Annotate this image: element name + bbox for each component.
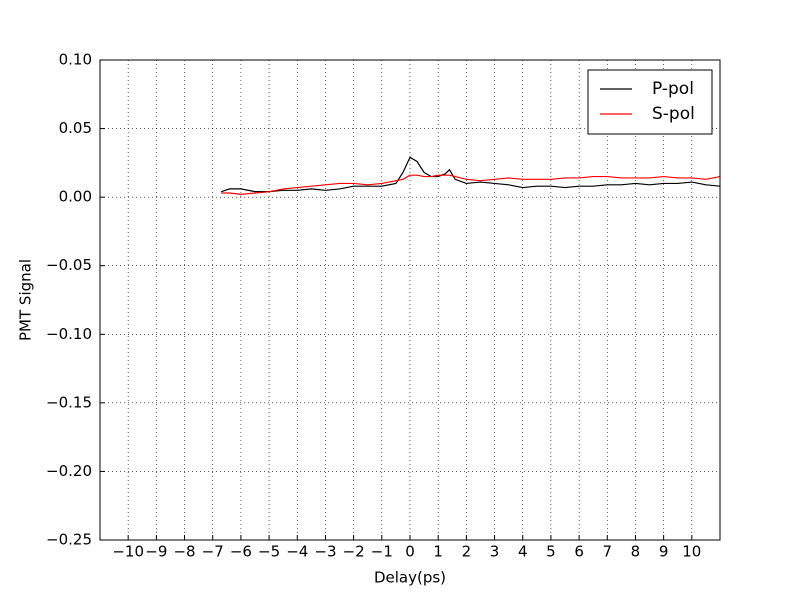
x-tick-label: −6 — [230, 543, 252, 561]
x-tick-label: 1 — [433, 543, 443, 561]
plot-frame — [99, 59, 721, 541]
x-tick-label: 6 — [574, 543, 584, 561]
series-line — [221, 174, 721, 196]
y-tick-label: −0.25 — [46, 531, 92, 549]
x-tick-label: −10 — [112, 543, 144, 561]
y-tick-label: −0.05 — [46, 256, 92, 274]
y-tick-label: 0.05 — [59, 119, 92, 137]
x-tick-label: 10 — [682, 543, 701, 561]
y-tick-label: 0.00 — [59, 188, 92, 206]
y-tick-label: 0.10 — [59, 51, 92, 69]
series-line — [220, 156, 721, 193]
x-tick-label: −1 — [371, 543, 393, 561]
x-tick-label: −2 — [343, 543, 365, 561]
y-tick-label: −0.15 — [46, 393, 92, 411]
x-tick-label: −9 — [145, 543, 167, 561]
x-tick-label: 2 — [462, 543, 472, 561]
x-tick-label: −3 — [314, 543, 336, 561]
x-tick-label: 4 — [518, 543, 528, 561]
x-tick-label: 0 — [405, 543, 415, 561]
x-axis-label: Delay(ps) — [374, 569, 446, 587]
x-tick-label: 9 — [659, 543, 669, 561]
x-tick-label: 3 — [490, 543, 500, 561]
x-tick-label: 8 — [631, 543, 641, 561]
legend-label: S-pol — [652, 104, 695, 124]
y-tick-label: −0.20 — [46, 462, 92, 480]
x-tick-label: −7 — [202, 543, 224, 561]
legend-box — [587, 69, 713, 135]
x-tick-label: −5 — [258, 543, 280, 561]
y-axis-label: PMT Signal — [17, 259, 35, 341]
legend-label: P-pol — [652, 79, 694, 99]
y-tick-label: −0.10 — [46, 325, 92, 343]
x-tick-label: −8 — [173, 543, 195, 561]
x-tick-label: −4 — [286, 543, 308, 561]
x-tick-label: 7 — [602, 543, 612, 561]
x-tick-label: 5 — [546, 543, 556, 561]
